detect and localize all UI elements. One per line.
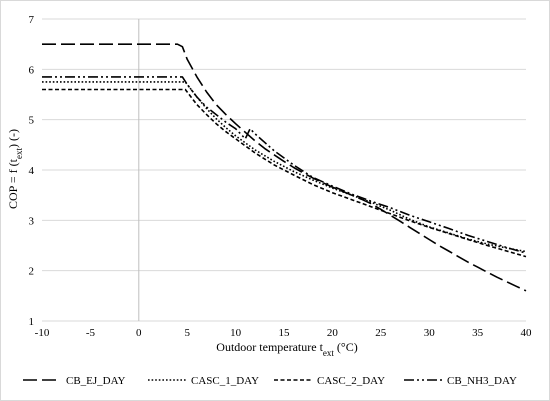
x-tick-label: 40 — [521, 327, 533, 339]
series-line-casc-1-day — [42, 81, 527, 253]
legend-label: CB_NH3_DAY — [447, 375, 517, 387]
axes: 1 2 3 4 5 6 7 -10 -5 0 5 10 15 20 25 30 35 40 — [29, 14, 533, 339]
x-tick-label: 15 — [279, 327, 291, 339]
legend-label: CASC_1_DAY — [191, 375, 259, 387]
y-tick-label: 3 — [29, 215, 35, 227]
x-tick-label: 10 — [230, 327, 242, 339]
y-tick-label: 4 — [29, 165, 35, 177]
y-tick-label: 1 — [29, 316, 35, 328]
x-tick-label: -10 — [35, 327, 50, 339]
x-tick-label: 0 — [136, 327, 142, 339]
series-line-cb-nh3-day — [42, 76, 527, 254]
x-tick-label: 30 — [424, 327, 436, 339]
legend-label: CB_EJ_DAY — [66, 375, 126, 387]
x-axis-title: Outdoor temperature text (°C) — [216, 340, 357, 358]
x-tick-label: 5 — [184, 327, 190, 339]
gridlines — [42, 18, 526, 322]
x-tick-label: 25 — [375, 327, 387, 339]
series-line-cb-ej-day — [42, 43, 527, 292]
x-tick-label: 20 — [327, 327, 339, 339]
legend: CB_EJ_DAY CASC_1_DAY CASC_2_DAY CB_NH3_DAY — [23, 375, 517, 387]
series-line-casc-2-day — [42, 88, 527, 258]
y-tick-label: 6 — [29, 64, 35, 76]
series-group — [42, 43, 527, 292]
y-axis-title: COP = f (text) (-) — [6, 129, 24, 209]
y-tick-label: 5 — [29, 115, 35, 127]
legend-label: CASC_2_DAY — [317, 375, 385, 387]
y-tick-label: 7 — [29, 14, 35, 26]
y-tick-label: 2 — [29, 266, 35, 278]
x-tick-label: -5 — [86, 327, 96, 339]
x-tick-label: 35 — [472, 327, 484, 339]
